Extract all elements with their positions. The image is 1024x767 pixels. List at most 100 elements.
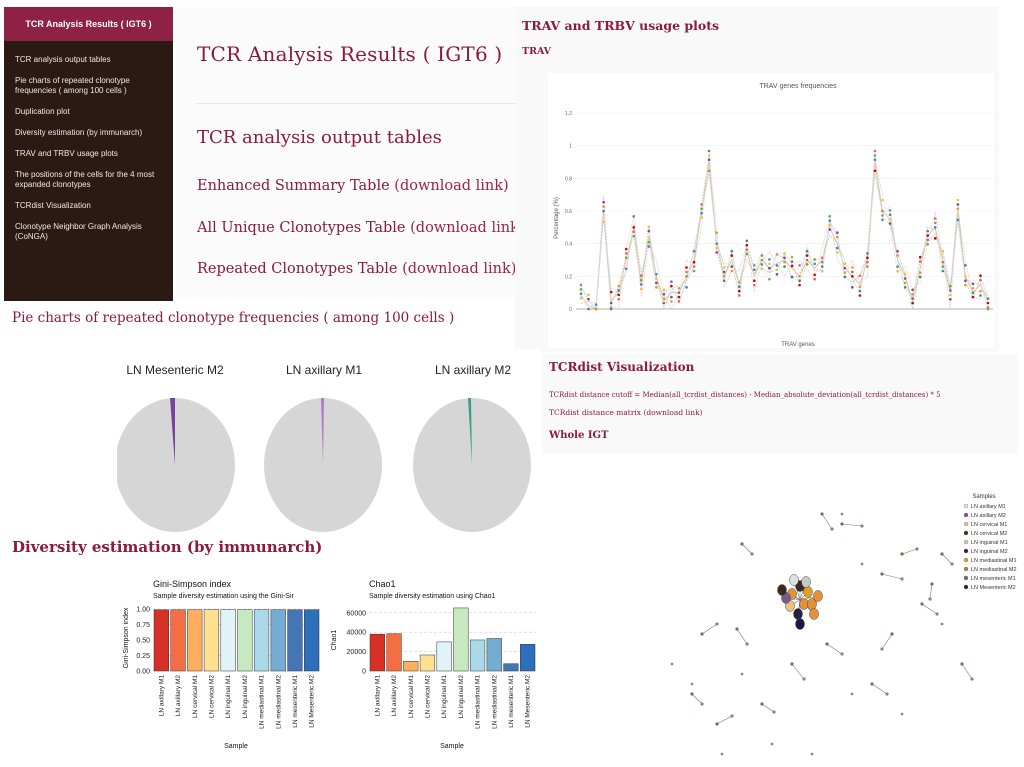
bar (369, 633, 385, 672)
download-link[interactable]: (download link) (410, 220, 525, 236)
network-edge (826, 643, 843, 655)
trav-point (722, 275, 726, 278)
bar-xtick: LN cervical M2 (424, 675, 431, 718)
trav-point (798, 283, 801, 287)
tcrdist-matrix-link[interactable]: (download link) (643, 408, 703, 417)
network-edge (921, 603, 938, 615)
bar (170, 609, 186, 672)
trav-point (624, 247, 628, 251)
bar (419, 654, 436, 672)
trav-point (692, 249, 696, 253)
trav-point (609, 290, 613, 294)
network-node (830, 527, 834, 531)
trav-ytick: 0 (569, 307, 572, 313)
trav-point (760, 263, 764, 266)
gini-ylabel: Gini-Simpson index (123, 607, 130, 668)
trav-point (798, 275, 801, 278)
trav-point (768, 266, 771, 270)
pie-card: LN Mesenteric M2 LN axillary M1 LN axill… (115, 349, 540, 537)
download-row: Enhanced Summary Table (download link) (197, 178, 509, 194)
gini-xlabel: Sample (224, 743, 248, 750)
network-node (928, 597, 932, 601)
tcrdist-network: Samples LN axillary M1 LN axillary M2 LN c… (670, 494, 1017, 756)
trav-point (775, 268, 779, 272)
legend-label: LN cervical M1 (971, 522, 1007, 528)
trav-point (896, 254, 899, 257)
legend-swatch (963, 512, 969, 518)
trav-point (655, 277, 658, 280)
trav-point (783, 256, 786, 260)
trav-point (700, 203, 703, 206)
trav-point (858, 289, 862, 293)
bar-xtick: LN inguinal M1 (441, 675, 448, 719)
pie-slice (170, 398, 175, 465)
bar-xtick: LN mediastinal M2 (275, 675, 282, 729)
trav-point (730, 254, 734, 257)
trav-point (790, 260, 794, 263)
sidebar-item-tcrdist[interactable]: TCRdist Visualization (15, 201, 91, 210)
network-edge (741, 543, 753, 555)
download-link[interactable]: (download link) (402, 261, 517, 277)
trav-point (670, 280, 673, 283)
trav-point (911, 292, 914, 296)
network-node (760, 702, 764, 706)
trav-ytick: 0.4 (565, 242, 572, 248)
sidebar-item-output-tables[interactable]: TCR analysis output tables (15, 55, 111, 64)
sidebar-item-pie-charts[interactable]: Pie charts of repeated clonotype frequen… (15, 76, 130, 95)
trav-point (986, 301, 990, 305)
trav-point (730, 265, 734, 268)
trav-point (647, 225, 651, 228)
trav-point (594, 307, 598, 311)
download-link[interactable]: (download link) (394, 178, 509, 194)
trav-subtitle: TRAV (522, 46, 552, 57)
trav-point (896, 265, 899, 268)
trav-point (632, 215, 636, 218)
trav-point (700, 216, 703, 219)
main-card (176, 7, 520, 299)
trav-point (971, 295, 975, 299)
network-edge (929, 583, 933, 600)
trav-point (933, 221, 937, 225)
trav-ylabel: Percentage (%) (554, 197, 560, 239)
bar-xtick: LN axillary M1 (374, 675, 381, 717)
trav-ytick: 1 (569, 144, 572, 150)
trav-point (790, 275, 794, 279)
trav-point (933, 217, 937, 220)
trav-point (843, 275, 847, 279)
tcrdist-whole-title: Whole IGT (549, 430, 609, 441)
trav-point (805, 249, 809, 253)
legend-swatch (963, 575, 969, 581)
trav-point (956, 203, 960, 206)
chao-subtitle: Sample diversity estimation using Chao1 (369, 593, 496, 600)
sidebar-item-conga[interactable]: Clonotype Neighbor Graph Analysis (CoNGA… (15, 222, 142, 241)
sidebar-item-trav-trbv[interactable]: TRAV and TRBV usage plots (15, 149, 118, 158)
page-title: TCR Analysis Results ( IGT6 ) (197, 42, 503, 66)
bar (386, 633, 402, 672)
trav-point (753, 283, 756, 287)
trav-point (775, 253, 779, 256)
trav-point (700, 207, 703, 211)
trav-point (737, 294, 741, 297)
trav-point (851, 270, 854, 274)
bar (453, 607, 469, 672)
trav-point (594, 303, 598, 306)
bar-ytick: 0.25 (136, 653, 150, 660)
bar-ytick: 0.50 (136, 638, 150, 645)
trav-point (647, 229, 651, 233)
trav-point (888, 213, 892, 217)
trav-point (579, 283, 583, 287)
tcrdist-card (542, 354, 1018, 454)
trav-point (911, 297, 914, 300)
network-node (795, 618, 805, 630)
trav-point (783, 265, 786, 268)
network-edge (761, 703, 775, 713)
network-edge (871, 683, 888, 695)
bar (187, 609, 203, 672)
trav-point (873, 149, 877, 153)
sidebar-item-diversity[interactable]: Diversity estimation (by immunarch) (15, 128, 143, 137)
network-node (860, 524, 864, 528)
sidebar-item-cell-positions[interactable]: The positions of the cells for the 4 mos… (15, 170, 155, 189)
network-node (793, 608, 803, 620)
bar-xtick: LN Mesenteric M2 (525, 675, 532, 728)
sidebar-item-duplication-plot[interactable]: Duplication plot (15, 107, 70, 116)
